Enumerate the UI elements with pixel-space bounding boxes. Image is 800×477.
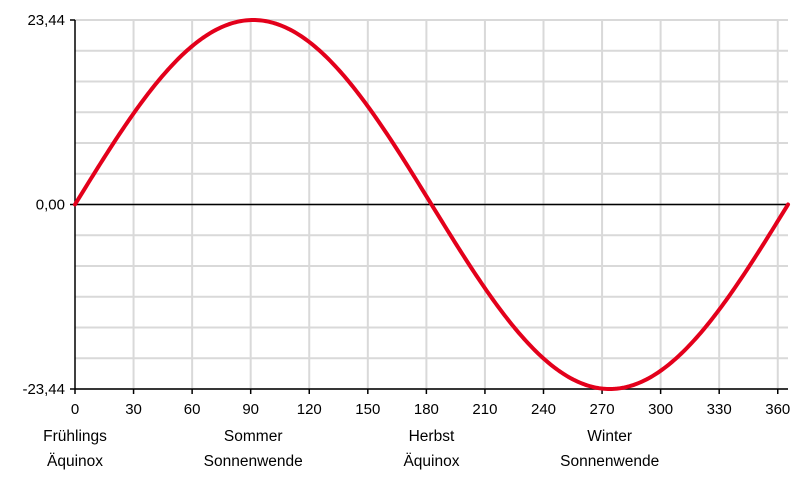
season-label: Sonnenwende (560, 453, 659, 470)
axes (70, 19, 788, 394)
season-label: Sonnenwende (204, 453, 303, 470)
season-label: Herbst (409, 428, 455, 445)
x-tick-label: 210 (472, 401, 497, 418)
x-tick-label: 120 (297, 401, 322, 418)
x-tick-label: 300 (648, 401, 673, 418)
x-tick-label: 240 (531, 401, 556, 418)
x-tick-label: 150 (355, 401, 380, 418)
x-tick-label: 180 (414, 401, 439, 418)
declination-line (73, 18, 790, 391)
x-tick-label: 90 (242, 401, 259, 418)
x-tick-label: 270 (590, 401, 615, 418)
x-tick-labels: 0 30 60 90 120 150 180 210 240 270 300 330 360 (71, 401, 790, 418)
season-label: Winter (587, 428, 632, 445)
x-tick-label: 30 (125, 401, 142, 418)
season-label: Frühlings (43, 428, 107, 445)
season-label: Sommer (224, 428, 283, 445)
series (73, 18, 790, 391)
season-label: Äquinox (47, 453, 103, 470)
season-annotations: Frühlings Äquinox Sommer Sonnenwende Herbst Ä… (43, 428, 659, 470)
x-tick-label: 330 (707, 401, 732, 418)
x-tick-label: 60 (184, 401, 201, 418)
y-tick-labels: 23,44 0,00 -23,44 (22, 12, 65, 398)
x-tick-label: 0 (71, 401, 79, 418)
season-label: Äquinox (403, 453, 459, 470)
x-tick-label: 360 (765, 401, 790, 418)
y-tick-label: 23,44 (27, 12, 65, 29)
y-tick-label: 0,00 (36, 197, 65, 214)
y-tick-label: -23,44 (22, 381, 65, 398)
